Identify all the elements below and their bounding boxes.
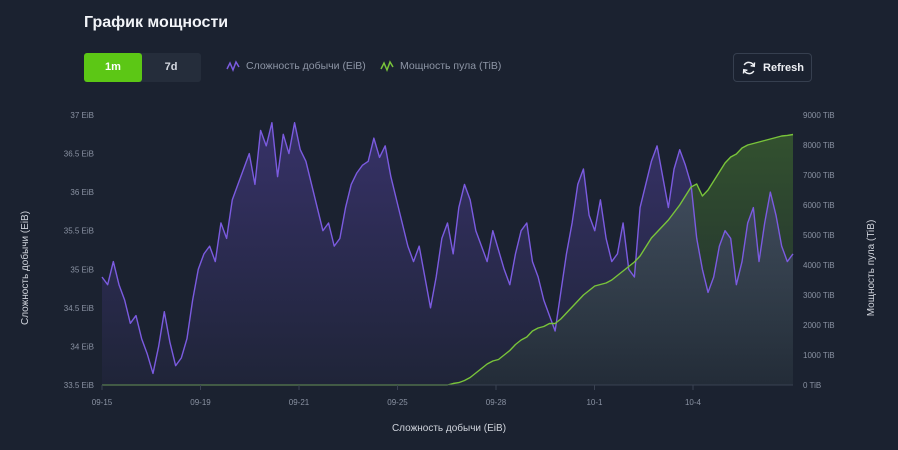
line-series-icon	[380, 60, 394, 72]
y-left-tick-label: 36 EiB	[70, 188, 94, 197]
y-left-tick-label: 34 EiB	[70, 342, 94, 351]
x-tick-label: 10-1	[586, 398, 603, 407]
y-right-tick-label: 7000 TiB	[803, 171, 835, 180]
y-right-tick-label: 9000 TiB	[803, 111, 835, 120]
y-right-tick-label: 3000 TiB	[803, 291, 835, 300]
line-series-icon	[226, 60, 240, 72]
y-right-tick-label: 1000 TiB	[803, 351, 835, 360]
y-right-tick-label: 5000 TiB	[803, 231, 835, 240]
x-tick-label: 09-28	[486, 398, 507, 407]
refresh-label: Refresh	[763, 61, 804, 74]
y-left-tick-label: 37 EiB	[70, 111, 94, 120]
y-left-tick-label: 35.5 EiB	[64, 227, 94, 236]
legend-item-difficulty[interactable]: Сложность добычи (EiB)	[226, 60, 366, 72]
legend-item-hashrate[interactable]: Мощность пула (TiB)	[380, 60, 501, 72]
difficulty-area	[102, 122, 793, 385]
x-tick-label: 10-4	[685, 398, 702, 407]
y-right-tick-label: 4000 TiB	[803, 261, 835, 270]
x-tick-label: 09-19	[190, 398, 211, 407]
refresh-icon	[742, 61, 756, 74]
y-left-tick-label: 33.5 EiB	[64, 381, 94, 390]
refresh-button[interactable]: Refresh	[733, 53, 812, 82]
y-axis-left-label: Сложность добычи (EiB)	[19, 211, 31, 325]
page-title: График мощности	[84, 14, 229, 31]
tab-1m[interactable]: 1m	[84, 53, 142, 82]
y-right-tick-label: 2000 TiB	[803, 321, 835, 330]
x-tick-label: 09-21	[289, 398, 310, 407]
y-right-tick-label: 0 TiB	[803, 381, 821, 390]
y-left-tick-label: 34.5 EiB	[64, 304, 94, 313]
y-right-tick-label: 6000 TiB	[803, 201, 835, 210]
x-tick-label: 09-15	[92, 398, 113, 407]
tab-7d[interactable]: 7d	[164, 61, 178, 73]
range-tabs: 1m 7d	[84, 53, 201, 82]
x-axis-label: Сложность добычи (EiB)	[392, 422, 506, 434]
y-axis-right-label: Мощность пула (TiB)	[866, 220, 877, 317]
legend-label-difficulty: Сложность добычи (EiB)	[246, 60, 366, 72]
y-left-tick-label: 35 EiB	[70, 265, 94, 274]
legend-label-hashrate: Мощность пула (TiB)	[400, 60, 502, 72]
x-tick-label: 09-25	[387, 398, 408, 407]
y-left-tick-label: 36.5 EiB	[64, 150, 94, 159]
difficulty-line	[101, 122, 794, 375]
y-right-tick-label: 8000 TiB	[803, 141, 835, 150]
